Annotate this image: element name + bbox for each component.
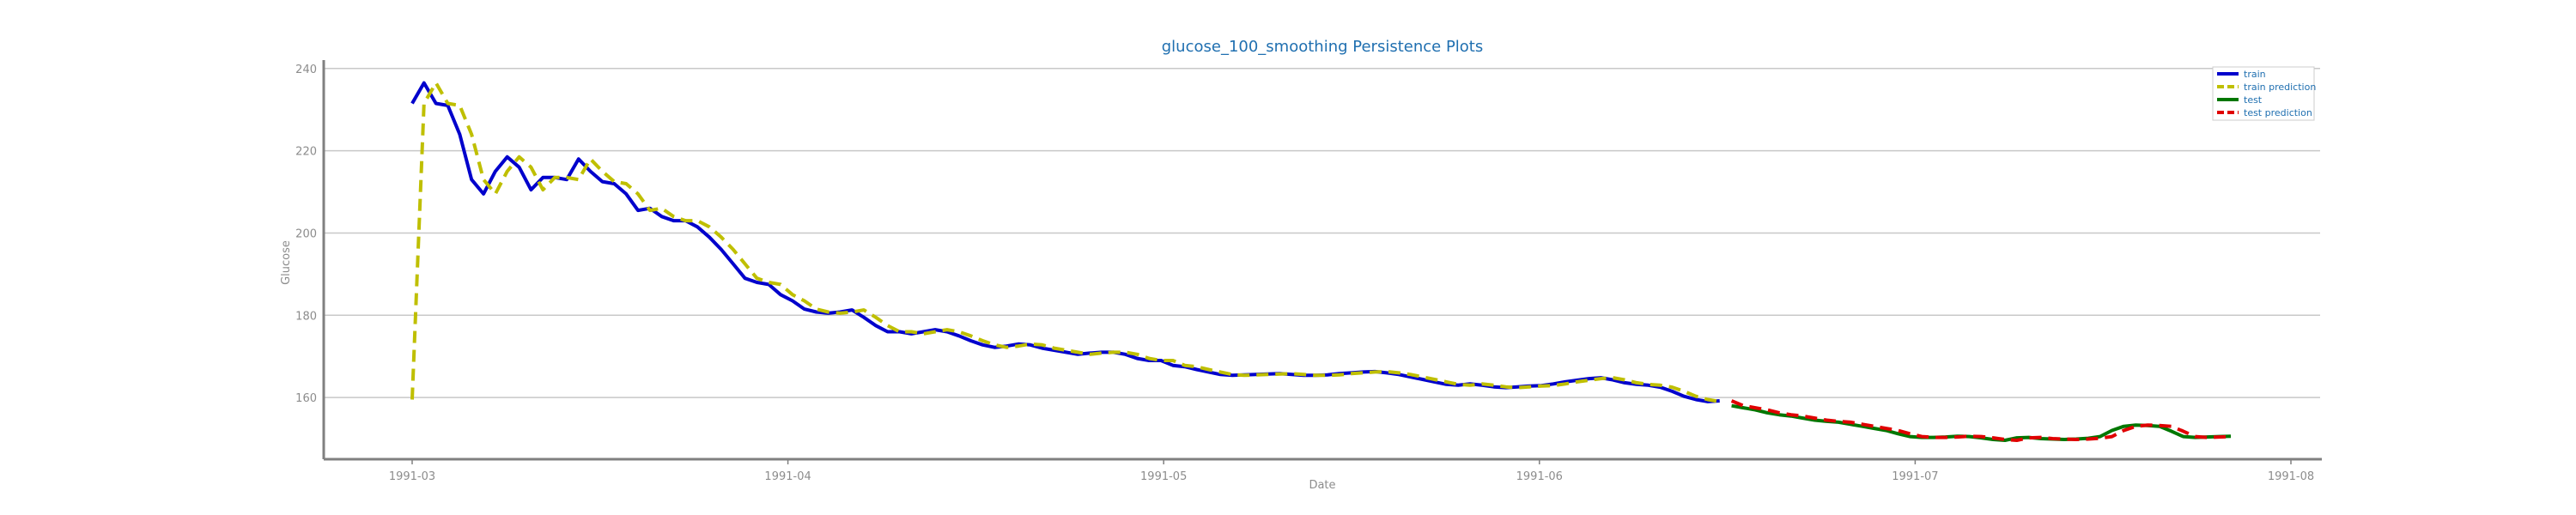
y-tick-label: 200 [295,227,317,240]
series-line-train-prediction [410,81,1721,403]
legend-label: train prediction [2244,82,2316,93]
axes-layer: 160 180 200 220 240 1991-03 1991-04 1991-05 1991… [295,60,2322,483]
y-tick-label: 240 [295,64,317,76]
legend-label: train [2244,69,2266,80]
y-tick-label: 220 [295,146,317,159]
x-tick-label: 1991-08 [2268,470,2314,483]
x-tick-label: 1991-03 [389,470,435,483]
series-line-train [410,81,1720,403]
y-tick-label: 160 [295,392,317,405]
x-tick-label: 1991-05 [1140,470,1187,483]
x-tick-label: 1991-06 [1516,470,1563,483]
x-axis-title: Date [1309,479,1335,492]
x-tick-label: 1991-04 [764,470,811,483]
series-line-test-prediction [1730,399,2232,442]
series-layer [410,81,2232,442]
legend-label: test [2244,94,2263,106]
x-tick-label: 1991-07 [1892,470,1938,483]
y-tick-label: 180 [295,310,317,323]
legend-label: test prediction [2244,107,2312,118]
chart-title: glucose_100_smoothing Persistence Plots [1162,38,1484,56]
grid-layer [324,68,2320,398]
y-axis-title: Glucose [280,240,293,285]
